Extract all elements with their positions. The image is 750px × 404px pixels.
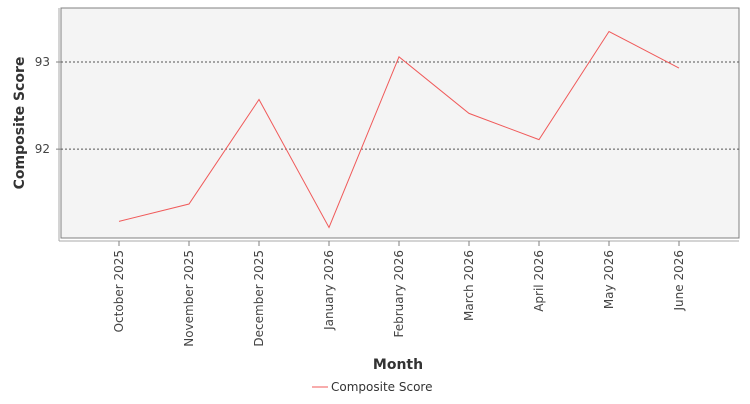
x-tick-label: October 2025 [112, 250, 126, 332]
y-axis-ticks: 92 93 [35, 55, 61, 156]
x-tick-label: June 2026 [672, 250, 686, 312]
x-tick-label: April 2026 [532, 250, 546, 312]
x-tick-label: March 2026 [462, 250, 476, 321]
x-tick-label: February 2026 [392, 250, 406, 338]
x-tick-label: November 2025 [182, 250, 196, 347]
plot-area [60, 7, 740, 239]
x-tick-label: January 2026 [322, 250, 336, 331]
x-tick-label: May 2026 [602, 250, 616, 309]
series-line [118, 30, 680, 229]
x-axis-ticks: October 2025 November 2025 December 2025 Ja… [112, 241, 686, 347]
x-axis-title: Month [373, 357, 423, 373]
y-tick-label: 92 [35, 142, 50, 156]
y-tick-label: 93 [35, 55, 50, 69]
series-layer [118, 30, 680, 229]
grid-lines [61, 61, 739, 150]
y-axis-title: Composite Score [12, 57, 28, 190]
legend-label: Composite Score [331, 380, 432, 394]
chart-frame [58, 7, 740, 242]
legend: Composite Score [312, 380, 432, 394]
x-tick-label: December 2025 [252, 250, 266, 347]
